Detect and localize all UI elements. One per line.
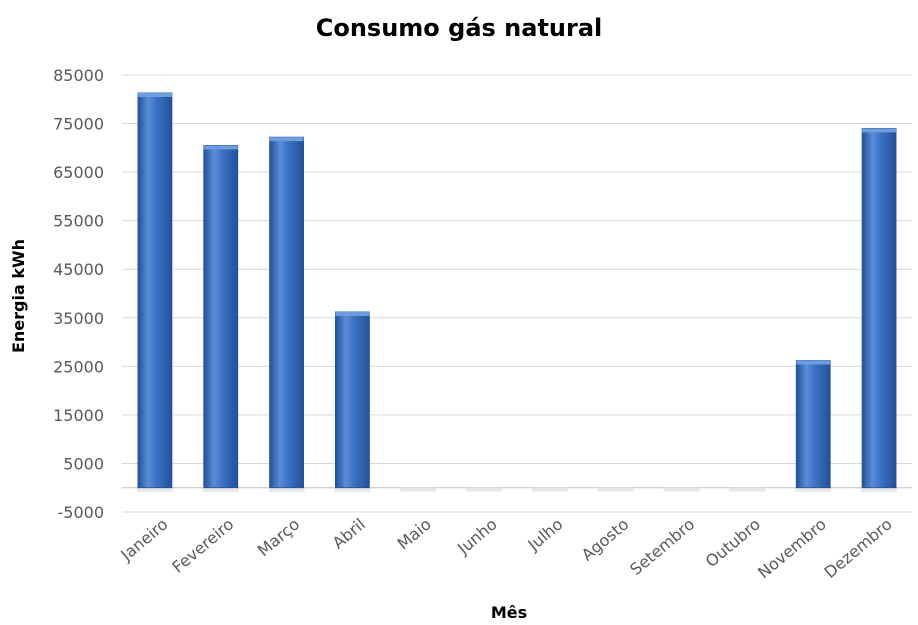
bar-shadow	[466, 487, 503, 492]
bar-março[interactable]	[269, 136, 304, 489]
bar-cap	[335, 311, 370, 316]
bar-shadow	[597, 487, 634, 492]
bar-dezembro[interactable]	[861, 128, 897, 489]
y-tick-label: 15000	[53, 406, 104, 425]
bar-shadow	[729, 487, 766, 492]
bar-shadow	[202, 487, 239, 492]
y-tick-label: 25000	[53, 357, 104, 376]
x-tick-label: Junho	[453, 515, 500, 559]
y-axis-title: Energia kWh	[9, 239, 28, 353]
x-axis-title: Mês	[491, 603, 527, 622]
chart-title: Consumo gás natural	[316, 14, 603, 42]
x-tick-label: Outubro	[702, 515, 764, 572]
y-tick-label: 75000	[53, 115, 104, 134]
bar-shadow	[334, 487, 371, 492]
x-tick-label: Maio	[394, 515, 435, 554]
bar-cap	[862, 128, 897, 133]
bar-cap	[203, 145, 238, 150]
bar-shadow	[136, 487, 173, 492]
y-tick-label: 85000	[53, 66, 104, 85]
x-tick-label: Setembro	[626, 515, 698, 580]
bar-cap	[269, 137, 304, 142]
x-tick-label: Fevereiro	[168, 515, 237, 577]
x-tick-label: Março	[254, 515, 303, 561]
y-axis-ticks: -5000 5000 15000 25000 35000 45000 55000 65000 7…	[53, 66, 104, 522]
bar-shadow	[663, 487, 700, 492]
bar-cap	[137, 92, 172, 97]
y-tick-label: 65000	[53, 163, 104, 182]
bar-shadow	[795, 487, 832, 492]
bar-shadow	[531, 487, 568, 492]
x-tick-label: Novembro	[754, 515, 830, 583]
bars-layer	[136, 92, 898, 492]
bar-janeiro[interactable]	[137, 92, 173, 489]
bar-fevereiro[interactable]	[203, 145, 239, 489]
y-tick-label: 5000	[63, 454, 104, 473]
x-tick-label: Abril	[329, 515, 369, 553]
bar-shadow	[400, 487, 437, 492]
bar-cap	[796, 360, 831, 365]
x-tick-label: Agosto	[578, 515, 633, 565]
x-tick-label: Janeiro	[116, 515, 171, 566]
y-tick-label: 35000	[53, 309, 104, 328]
y-tick-label: -5000	[58, 503, 105, 522]
bar-abril[interactable]	[335, 311, 370, 489]
x-tick-label: Dezembro	[820, 515, 895, 582]
y-tick-label: 45000	[53, 260, 104, 279]
bar-novembro[interactable]	[795, 360, 831, 489]
bar-shadow	[861, 487, 898, 492]
bar-shadow	[268, 487, 305, 492]
x-tick-label: Julho	[523, 515, 566, 555]
grid-layer	[122, 74, 912, 513]
y-tick-label: 55000	[53, 212, 104, 231]
